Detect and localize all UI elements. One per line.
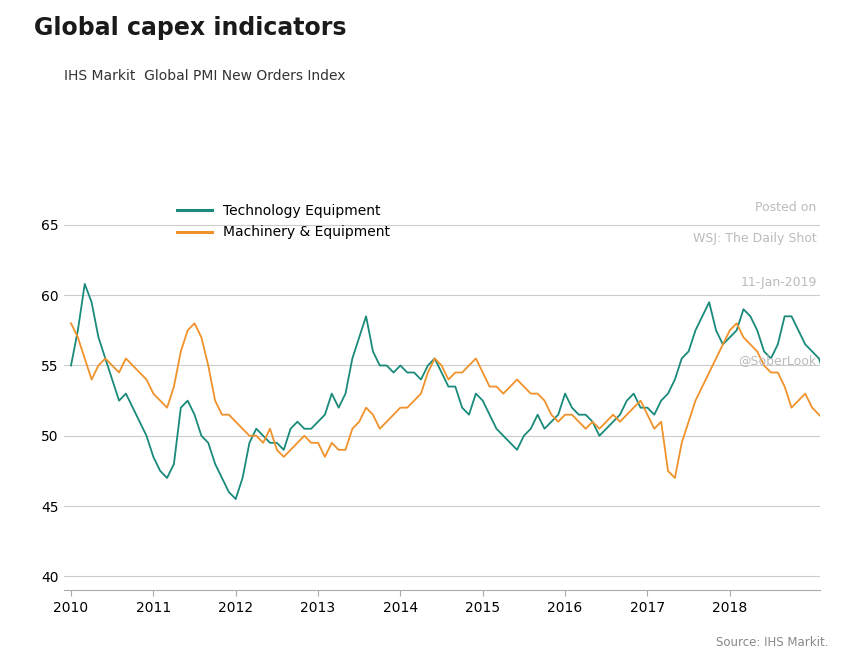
Text: Global capex indicators: Global capex indicators <box>34 16 347 41</box>
Text: Source: IHS Markit.: Source: IHS Markit. <box>716 636 829 649</box>
Text: IHS Markit  Global PMI New Orders Index: IHS Markit Global PMI New Orders Index <box>64 69 346 83</box>
Text: WSJ: The Daily Shot: WSJ: The Daily Shot <box>693 232 817 245</box>
Text: Posted on: Posted on <box>755 201 817 214</box>
Legend: Technology Equipment, Machinery & Equipment: Technology Equipment, Machinery & Equipm… <box>177 204 390 239</box>
Text: @SoberLook: @SoberLook <box>739 354 817 367</box>
Text: 11-Jan-2019: 11-Jan-2019 <box>740 276 817 289</box>
